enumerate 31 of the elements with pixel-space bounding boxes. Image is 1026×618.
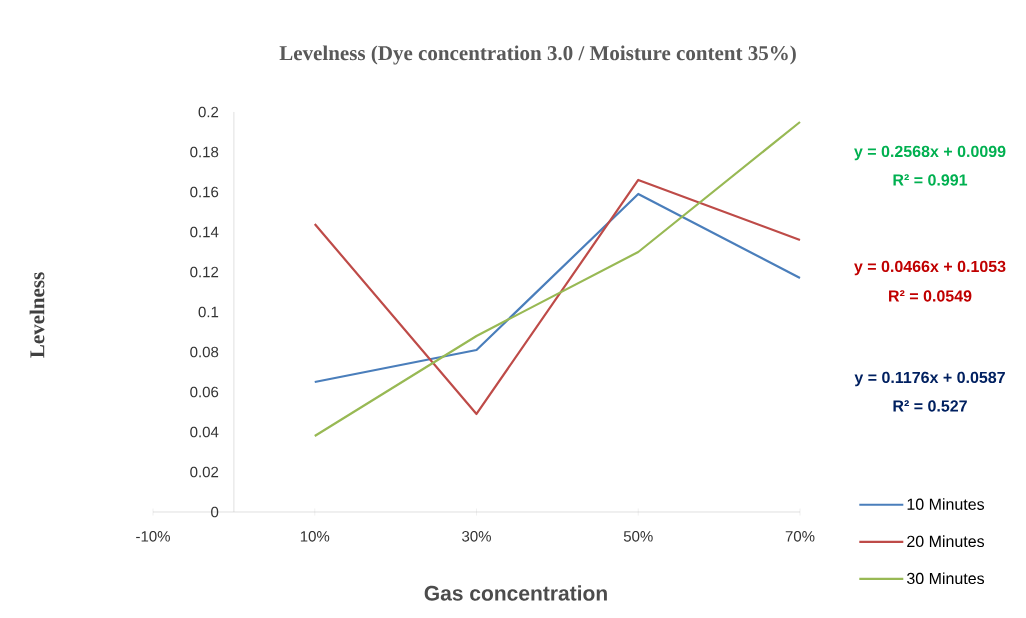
line-series: [313, 120, 802, 438]
y-tick-label: 0.16: [190, 186, 219, 198]
text: y = 0.1176x + 0.0587: [854, 371, 1005, 387]
chart-title: Levelness (Dye concentration 3.0 / Moisture content 35%): [279, 45, 796, 65]
x-tick-label: 70%: [785, 531, 815, 542]
text: R² = 0.991: [893, 174, 968, 186]
y-tick-label: 0.14: [190, 226, 219, 238]
x-tick-label: 30%: [462, 531, 491, 542]
y-tick-label: 0: [211, 506, 219, 518]
line-series: [313, 192, 802, 384]
y-tick-label: 0.12: [190, 266, 219, 278]
text: y = 0.2568x + 0.0099: [854, 145, 1006, 161]
text: R² = 0.0549: [889, 290, 972, 302]
x-tick-label: 10%: [300, 531, 330, 542]
legend-label: 20 Minutes: [907, 535, 985, 548]
x-tick-label: -10%: [136, 531, 170, 542]
line-series: [313, 178, 802, 416]
y-tick-label: 0.06: [190, 386, 219, 398]
x-axis-title: Gas concentration: [424, 585, 607, 601]
legend-label: 30 Minutes: [907, 572, 985, 585]
text: R² = 0.527: [893, 400, 967, 412]
y-tick-label: 0.04: [190, 426, 219, 438]
y-tick-label: 0.18: [190, 146, 219, 158]
y-tick-label: 0.02: [190, 466, 219, 478]
y-tick-label: 0.08: [190, 346, 219, 358]
y-axis-title: Levelness: [29, 272, 45, 358]
legend-label: 10 Minutes: [907, 498, 985, 510]
y-tick-label: 0.2: [198, 106, 219, 118]
y-tick-label: 0.1: [198, 306, 219, 318]
x-tick-label: 50%: [623, 531, 653, 542]
text: y = 0.0466x + 0.1053: [854, 260, 1006, 276]
